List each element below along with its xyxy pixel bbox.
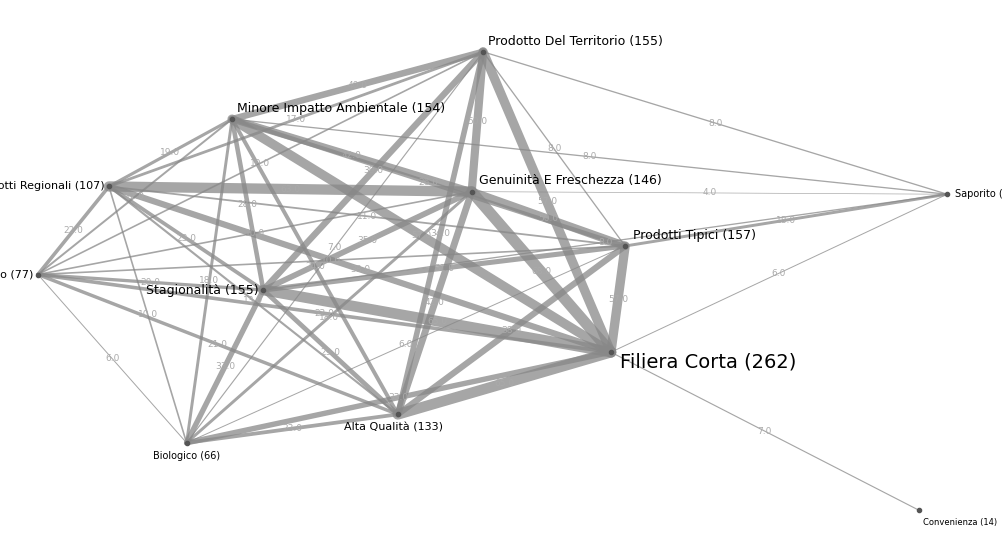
Text: 13.0: 13.0 [243,296,263,305]
Text: 10.0: 10.0 [137,310,157,319]
Text: 24.0: 24.0 [305,262,325,271]
Text: 57.0: 57.0 [537,198,557,206]
Text: 18.0: 18.0 [199,277,220,285]
Text: 12.0: 12.0 [124,192,144,201]
Text: 33.0: 33.0 [388,393,408,402]
Text: 21.0: 21.0 [208,340,228,349]
Text: 39.0: 39.0 [363,166,383,176]
Text: 31.0: 31.0 [433,264,453,272]
Text: Stagionalità (155): Stagionalità (155) [145,283,259,296]
Text: 22.0: 22.0 [314,309,334,318]
Text: 8.0: 8.0 [547,144,561,153]
Text: 8.0: 8.0 [582,152,596,161]
Text: 10.0: 10.0 [245,228,265,238]
Text: 34.0: 34.0 [430,228,450,238]
Text: Sano (77): Sano (77) [0,270,33,279]
Text: Genuinità E Freschezza (146): Genuinità E Freschezza (146) [478,175,661,188]
Text: 18.0: 18.0 [775,216,795,225]
Text: 50.0: 50.0 [466,117,486,126]
Text: 8.0: 8.0 [707,119,721,127]
Text: 10.0: 10.0 [321,256,341,265]
Text: 7.0: 7.0 [327,243,342,252]
Text: 29.0: 29.0 [320,348,340,357]
Text: 68.0: 68.0 [531,267,551,276]
Text: 6.0: 6.0 [398,340,412,349]
Text: 33.0: 33.0 [215,362,235,371]
Text: 40.0: 40.0 [347,81,367,90]
Text: 35.0: 35.0 [357,236,377,245]
Text: Saporito (32): Saporito (32) [954,189,1003,199]
Text: 11.0: 11.0 [357,212,377,221]
Text: 22.0: 22.0 [63,226,83,235]
Text: 7.0: 7.0 [757,427,771,436]
Text: 65.0: 65.0 [493,379,514,388]
Text: 10.0: 10.0 [250,159,270,167]
Text: 20.0: 20.0 [140,278,160,287]
Text: Prodotti Regionali (107): Prodotti Regionali (107) [0,182,104,192]
Text: 63.0: 63.0 [280,184,300,194]
Text: 50.0: 50.0 [538,214,558,223]
Text: 65.0: 65.0 [426,317,446,326]
Text: 6.0: 6.0 [105,354,119,363]
Text: 23.0: 23.0 [282,424,302,433]
Text: 42.0: 42.0 [424,299,444,307]
Text: 42.0: 42.0 [342,151,361,160]
Text: 57.0: 57.0 [608,295,628,304]
Text: 6.0: 6.0 [771,268,785,278]
Text: Prodotti Tipici (157): Prodotti Tipici (157) [632,229,755,242]
Text: Prodotto Del Territorio (155): Prodotto Del Territorio (155) [487,35,662,48]
Text: Convenienza (14): Convenienza (14) [923,518,997,527]
Text: 4.0: 4.0 [702,188,716,198]
Text: 8.0: 8.0 [598,238,612,247]
Text: 26.0: 26.0 [418,178,438,187]
Text: Biologico (66): Biologico (66) [152,451,220,461]
Text: 23.0: 23.0 [176,234,196,243]
Text: Minore Impatto Ambientale (154): Minore Impatto Ambientale (154) [237,102,444,115]
Text: Filiera Corta (262): Filiera Corta (262) [620,352,796,371]
Text: 17.0: 17.0 [286,115,306,124]
Text: 38.0: 38.0 [349,265,370,274]
Text: 18.0: 18.0 [319,313,339,322]
Text: 57.0: 57.0 [411,231,431,240]
Text: Alta Qualità (133): Alta Qualità (133) [343,422,442,432]
Text: 19.0: 19.0 [160,148,181,157]
Text: 38.0: 38.0 [500,326,521,335]
Text: 28.0: 28.0 [238,200,258,209]
